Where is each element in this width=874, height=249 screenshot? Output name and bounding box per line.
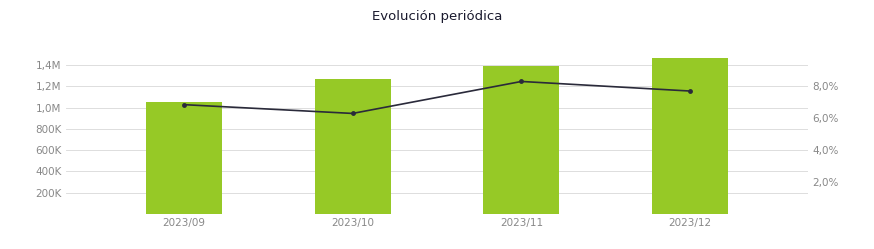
Bar — [315, 79, 391, 214]
Bar — [652, 59, 728, 214]
Bar — [483, 66, 559, 214]
Text: Evolución periódica: Evolución periódica — [371, 10, 503, 23]
Bar — [146, 102, 222, 214]
